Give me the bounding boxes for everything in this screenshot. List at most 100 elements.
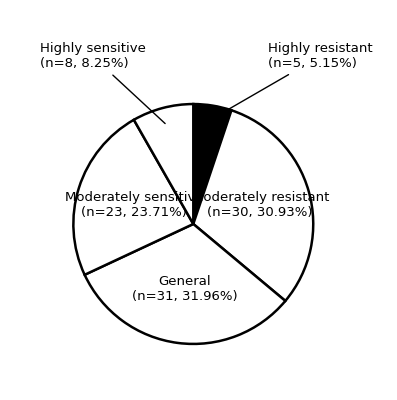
Point [264,233,271,239]
Point [130,311,136,317]
Point [227,152,233,158]
Point [97,184,104,191]
Point [205,303,212,309]
Point [205,335,212,342]
Point [162,319,168,326]
Point [124,206,131,212]
Point [92,174,98,180]
Point [122,155,129,161]
Point [85,274,91,280]
Point [221,125,227,131]
Point [270,211,276,218]
Point [302,238,308,244]
Point [87,184,93,191]
Point [135,190,141,196]
Point [297,244,303,250]
Point [189,237,195,243]
Point [160,296,166,302]
Point [232,270,239,277]
Point [100,244,106,250]
Point [178,244,185,250]
Point [210,335,217,342]
Point [92,254,98,261]
Point [178,190,185,196]
Point [85,184,91,191]
Point [151,276,158,282]
Point [146,227,152,234]
Point [281,254,287,261]
Point [178,179,185,185]
Point [221,216,227,223]
Point [173,249,179,255]
Point [145,184,151,191]
Point [167,266,173,273]
Point [173,270,179,277]
Point [92,168,98,174]
Point [152,252,158,258]
Point [167,333,173,340]
Point [115,207,121,213]
Point [75,233,82,239]
Point [243,292,249,298]
Point [297,260,303,266]
Point [291,222,298,228]
Point [205,308,212,315]
Point [85,222,91,228]
Point [194,281,200,288]
Point [174,289,181,295]
Point [107,229,114,236]
Point [227,303,233,309]
Point [221,324,227,331]
Point [178,146,185,153]
Point [221,270,227,277]
Point [183,130,190,137]
Point [130,132,136,139]
Point [167,214,173,221]
Point [182,244,188,250]
Point [108,227,114,234]
Point [264,206,271,212]
Point [102,233,109,239]
Point [237,270,244,277]
Point [297,233,303,239]
Point [183,114,190,120]
Point [119,200,125,207]
Point [194,103,200,110]
Point [146,314,152,320]
Point [264,211,271,218]
Point [204,326,210,332]
Point [160,184,166,191]
Point [178,211,185,218]
Point [194,120,200,126]
Point [234,274,240,280]
Point [160,311,166,317]
Point [162,308,168,315]
Point [237,292,244,298]
Point [87,276,93,282]
Point [145,162,151,169]
Point [302,244,308,250]
Point [183,179,190,185]
Point [254,254,260,261]
Point [200,179,206,185]
Point [108,163,114,169]
Point [162,157,168,164]
Point [124,216,131,223]
Point [160,214,166,221]
Point [167,229,173,236]
Point [194,303,200,309]
Point [291,195,298,202]
Point [173,130,179,137]
Point [281,260,287,266]
Point [216,141,222,148]
Point [205,216,212,223]
Point [146,136,152,142]
Point [243,174,249,180]
Point [156,281,163,288]
Wedge shape [193,104,231,224]
Point [243,260,249,266]
Point [291,265,298,272]
Point [275,254,281,261]
Point [141,233,147,239]
Point [108,141,114,148]
